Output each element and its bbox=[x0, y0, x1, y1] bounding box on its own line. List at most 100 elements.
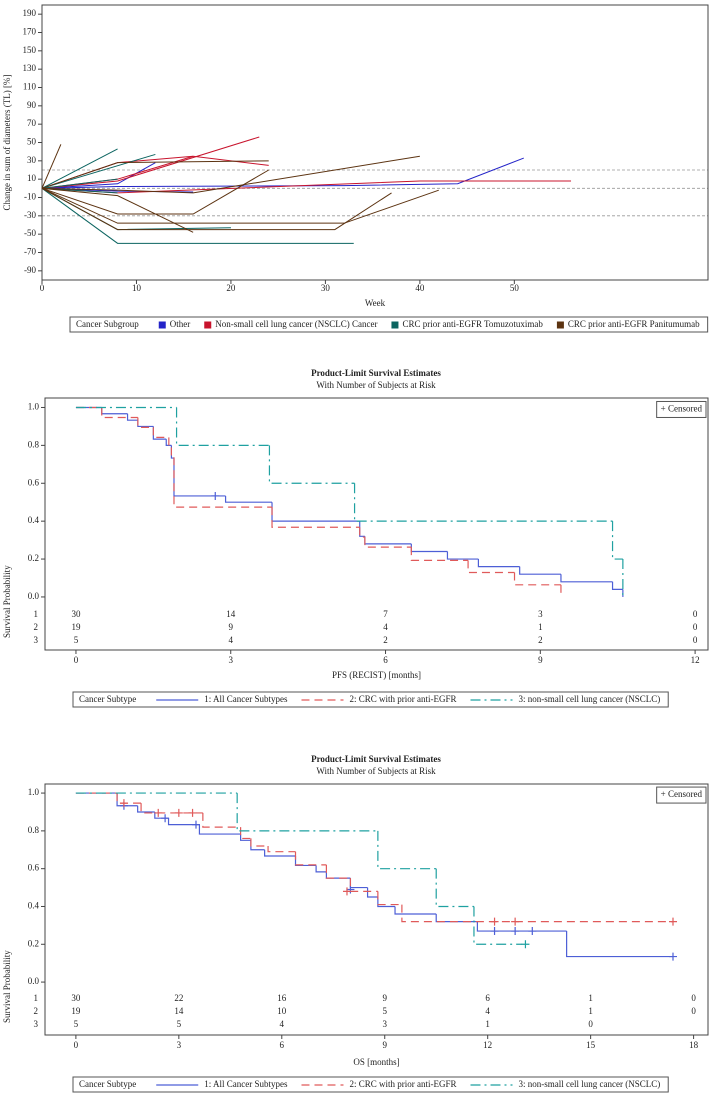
censor-mark bbox=[490, 917, 499, 926]
risk-count: 0 bbox=[588, 1019, 593, 1029]
survival-step bbox=[101, 407, 128, 415]
x-tick-label: 15 bbox=[586, 1040, 596, 1050]
legend-swatch bbox=[556, 321, 564, 329]
risk-row-label: 3 bbox=[34, 1019, 39, 1029]
survival-step bbox=[410, 547, 469, 561]
risk-count: 4 bbox=[228, 635, 233, 645]
plot-frame bbox=[44, 397, 709, 651]
censor-mark bbox=[521, 940, 530, 949]
x-axis-label: PFS (RECIST) [months] bbox=[332, 670, 421, 680]
x-tick-label: 6 bbox=[280, 1040, 285, 1050]
chart-title: Product-Limit Survival Estimates bbox=[311, 754, 441, 764]
survival-step bbox=[366, 887, 378, 898]
y-axis-label: Survival Probability bbox=[2, 950, 12, 1023]
y-tick-label: 0.8 bbox=[28, 439, 40, 449]
y-tick-label: 0.4 bbox=[28, 901, 40, 911]
x-tick-label: 0 bbox=[74, 1040, 79, 1050]
risk-count: 22 bbox=[174, 993, 183, 1003]
risk-count: 2 bbox=[538, 635, 543, 645]
censor-mark bbox=[528, 927, 537, 936]
censor-mark bbox=[346, 885, 355, 894]
patient-line bbox=[41, 136, 260, 189]
legend-label: 3: non-small cell lung cancer (NSCLC) bbox=[519, 694, 661, 704]
patient-line bbox=[41, 187, 194, 233]
patient-line bbox=[41, 157, 524, 189]
survival-step bbox=[116, 793, 138, 807]
survival-step bbox=[168, 437, 172, 449]
y-tick-label: 10 bbox=[27, 173, 37, 183]
legend-title: Cancer Subtype bbox=[79, 1079, 136, 1089]
risk-count: 9 bbox=[228, 622, 233, 632]
x-tick-label: 30 bbox=[321, 283, 331, 293]
censor-mark bbox=[211, 491, 220, 500]
survival-step bbox=[467, 560, 515, 574]
legend-swatch bbox=[204, 321, 212, 329]
x-tick-label: 6 bbox=[383, 655, 388, 665]
y-tick-label: -10 bbox=[24, 192, 36, 202]
legend-frame bbox=[72, 691, 669, 708]
legend-label: 3: non-small cell lung cancer (NSCLC) bbox=[519, 1079, 661, 1089]
survival-step bbox=[410, 543, 448, 553]
x-tick-label: 50 bbox=[510, 283, 520, 293]
risk-row-label: 3 bbox=[34, 635, 39, 645]
risk-count: 1 bbox=[588, 993, 593, 1003]
legend-label: CRC prior anti-EGFR Panitumumab bbox=[568, 319, 700, 329]
risk-count: 5 bbox=[382, 1006, 387, 1016]
patient-line bbox=[41, 155, 420, 194]
censor-mark bbox=[511, 927, 520, 936]
legend-title: Cancer Subgroup bbox=[76, 319, 139, 329]
x-tick-label: 20 bbox=[226, 283, 236, 293]
risk-count: 1 bbox=[588, 1006, 593, 1016]
survival-step bbox=[267, 845, 296, 853]
risk-count: 0 bbox=[693, 609, 698, 619]
survival-step bbox=[250, 838, 269, 847]
censor-mark bbox=[188, 808, 197, 817]
patient-line bbox=[41, 160, 269, 189]
censor-mark bbox=[161, 814, 170, 823]
survival-step bbox=[435, 868, 474, 908]
survival-step bbox=[349, 878, 378, 892]
x-tick-label: 9 bbox=[382, 1040, 387, 1050]
y-tick-label: 50 bbox=[27, 137, 37, 147]
y-tick-label: 0.4 bbox=[28, 515, 40, 525]
risk-count: 5 bbox=[177, 1019, 182, 1029]
legend-swatch bbox=[158, 321, 166, 329]
legend-label: CRC prior anti-EGFR Tomuzotuximab bbox=[402, 319, 543, 329]
x-tick-label: 12 bbox=[483, 1040, 492, 1050]
survival-step bbox=[236, 793, 378, 832]
survival-step bbox=[175, 407, 270, 446]
censor-mark bbox=[511, 917, 520, 926]
censor-mark bbox=[154, 808, 163, 817]
y-tick-label: -50 bbox=[24, 228, 36, 238]
survival-step bbox=[271, 502, 360, 522]
risk-count: 4 bbox=[383, 622, 388, 632]
risk-count: 5 bbox=[74, 1019, 79, 1029]
survival-step bbox=[377, 897, 396, 908]
y-tick-label: 110 bbox=[23, 82, 37, 92]
survival-step bbox=[477, 559, 520, 568]
survival-step bbox=[137, 420, 154, 428]
survival-step bbox=[116, 793, 142, 804]
risk-count: 0 bbox=[693, 622, 698, 632]
survival-step bbox=[325, 871, 351, 879]
legend-frame bbox=[72, 1076, 669, 1093]
risk-count: 10 bbox=[277, 1006, 287, 1016]
x-tick-label: 0 bbox=[40, 283, 45, 293]
patient-line bbox=[41, 148, 118, 189]
survival-step bbox=[325, 864, 351, 879]
survival-step bbox=[173, 458, 226, 497]
survival-step bbox=[271, 507, 360, 528]
survival-step bbox=[394, 906, 437, 915]
legend-label: 2: CRC with prior anti-EGFR bbox=[349, 1079, 456, 1089]
survival-step bbox=[224, 495, 273, 503]
y-tick-label: 0.6 bbox=[28, 863, 40, 873]
risk-count: 3 bbox=[538, 609, 543, 619]
risk-count: 6 bbox=[485, 993, 490, 1003]
survival-step bbox=[240, 834, 251, 841]
survival-step bbox=[202, 812, 241, 828]
x-tick-label: 40 bbox=[415, 283, 425, 293]
plot-frame bbox=[41, 4, 709, 281]
censor-mark bbox=[342, 887, 351, 896]
survival-step bbox=[173, 457, 273, 508]
